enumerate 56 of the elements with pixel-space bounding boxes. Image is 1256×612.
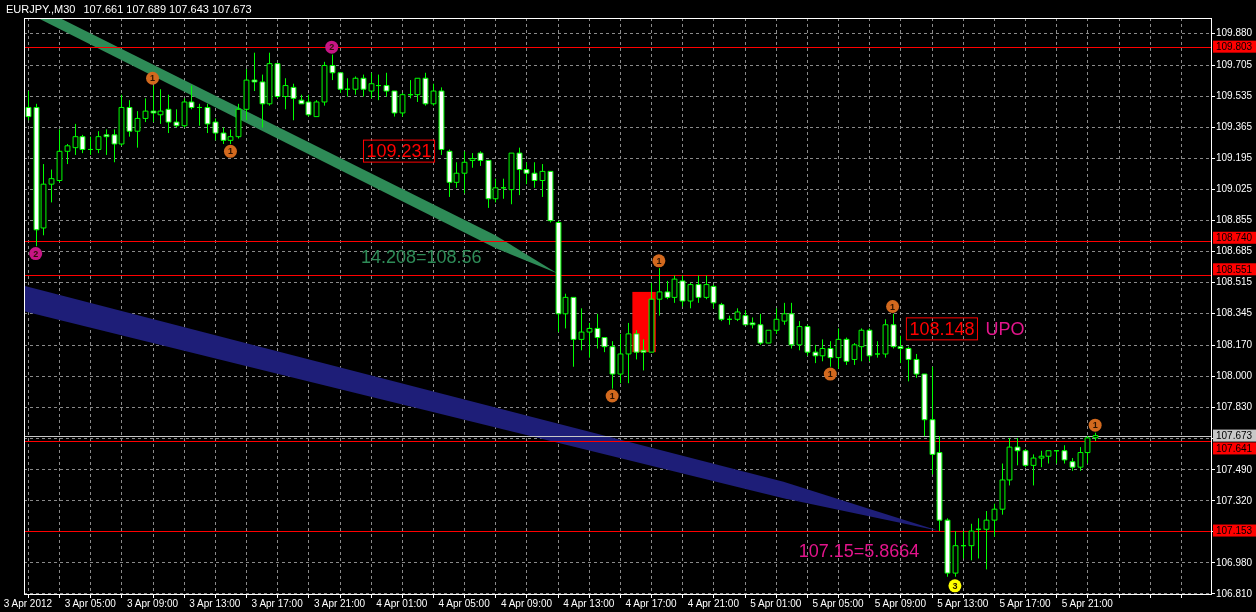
annotation: 1 — [656, 255, 662, 266]
x-tick-label: 3 Apr 2012 — [3, 598, 53, 609]
ref-line-label: 109.803 — [1216, 41, 1253, 53]
ref-line-label: 107.673 — [1216, 430, 1253, 442]
ref-line-label: 107.641 — [1216, 442, 1253, 454]
ref-line-label: 107.153 — [1216, 525, 1253, 537]
annotation: 1 — [890, 301, 896, 312]
x-tick-label: 4 Apr 21:00 — [687, 598, 740, 609]
x-tick-label: 3 Apr 21:00 — [313, 598, 366, 609]
annotation: 3 — [952, 580, 958, 591]
annotation: 1 — [150, 73, 156, 84]
x-tick-label: 3 Apr 09:00 — [126, 598, 179, 609]
chart-title: EURJPY.,M30 — [6, 3, 76, 15]
y-tick-label: 109.365 — [1216, 121, 1253, 133]
annotation: 2 — [33, 248, 39, 259]
annotation: 1 — [227, 146, 233, 157]
x-tick-label: 5 Apr 21:00 — [1061, 598, 1114, 609]
x-tick-label: 4 Apr 13:00 — [563, 598, 615, 609]
y-tick-label: 109.025 — [1216, 183, 1253, 195]
y-tick-label: 106.980 — [1216, 556, 1253, 568]
x-tick-label: 5 Apr 05:00 — [812, 598, 865, 609]
x-tick-label: 4 Apr 05:00 — [438, 598, 491, 609]
annotation: 1 — [1092, 420, 1098, 431]
y-tick-label: 107.320 — [1216, 494, 1253, 506]
y-tick-label: 109.535 — [1216, 90, 1253, 102]
y-tick-label: 109.195 — [1216, 152, 1253, 164]
ref-line-label: 108.740 — [1216, 232, 1253, 244]
annotation: 1 — [609, 390, 615, 401]
x-tick-label: 3 Apr 17:00 — [251, 598, 304, 609]
y-tick-label: 107.830 — [1216, 401, 1253, 413]
y-tick-label: 108.855 — [1216, 214, 1253, 226]
y-tick-label: 109.880 — [1216, 27, 1253, 39]
annotation: UPO — [985, 318, 1025, 339]
chart-subtitle: 107.661 107.689 107.643 107.673 — [83, 3, 252, 15]
annotation: 1 — [827, 369, 833, 380]
y-tick-label: 108.170 — [1216, 339, 1253, 351]
y-tick-label: 107.490 — [1216, 463, 1253, 475]
x-tick-label: 5 Apr 09:00 — [874, 598, 927, 609]
y-tick-label: 109.705 — [1216, 59, 1253, 71]
x-tick-label: 3 Apr 13:00 — [189, 598, 241, 609]
x-tick-label: 4 Apr 17:00 — [625, 598, 678, 609]
y-tick-label: 108.345 — [1216, 307, 1253, 319]
y-tick-label: 108.515 — [1216, 276, 1253, 288]
annotation: 2 — [329, 42, 335, 53]
y-tick-label: 108.000 — [1216, 370, 1253, 382]
x-tick-label: 4 Apr 01:00 — [376, 598, 428, 609]
x-tick-label: 3 Apr 05:00 — [64, 598, 117, 609]
x-tick-label: 5 Apr 17:00 — [999, 598, 1052, 609]
y-tick-label: 108.685 — [1216, 245, 1253, 257]
x-tick-label: 5 Apr 13:00 — [937, 598, 989, 609]
y-tick-label: 106.810 — [1216, 587, 1253, 599]
x-tick-label: 5 Apr 01:00 — [750, 598, 802, 609]
annotation: 107.15=5.8664 — [798, 541, 920, 562]
annotation: 14.208=108.56 — [360, 246, 482, 267]
x-tick-label: 4 Apr 09:00 — [500, 598, 553, 609]
ref-line-label: 108.551 — [1216, 263, 1253, 275]
